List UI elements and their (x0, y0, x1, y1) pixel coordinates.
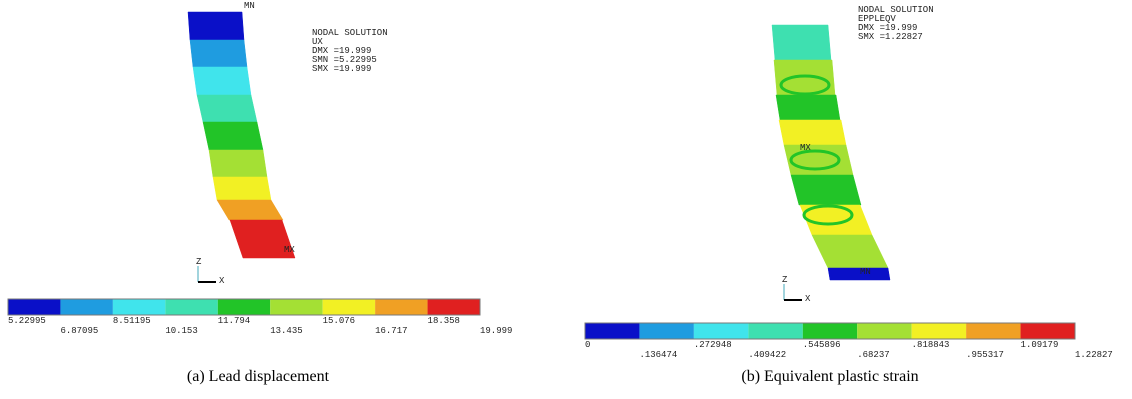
legend-label: 11.794 (218, 316, 250, 326)
legend-label: .545896 (803, 340, 841, 350)
legend-swatch (748, 323, 802, 339)
extreme-marker: MN (244, 1, 255, 11)
extreme-marker: MX (284, 245, 295, 255)
axis-label: Z (782, 275, 788, 285)
axis-label: X (805, 294, 811, 304)
contour-band (203, 122, 263, 150)
legend-label: 13.435 (270, 326, 302, 336)
contour-band (776, 95, 840, 120)
legend-label: .955317 (966, 350, 1004, 360)
contour-band (791, 175, 861, 205)
legend-label: .136474 (639, 350, 677, 360)
caption: (b) Equivalent plastic strain (741, 368, 918, 385)
contour-band (188, 12, 244, 40)
info-text: NODAL SOLUTION (312, 28, 388, 38)
legend-label: 6.87095 (60, 326, 98, 336)
legend-swatch (585, 323, 639, 339)
legend-label: .272948 (694, 340, 732, 350)
legend-label: 18.358 (428, 316, 460, 326)
legend-swatch (8, 299, 60, 315)
legend-label: 15.076 (323, 316, 355, 326)
legend-swatch (60, 299, 112, 315)
legend-label: .818843 (912, 340, 950, 350)
legend-label: 10.153 (165, 326, 197, 336)
legend-swatch (966, 323, 1020, 339)
contour-band (772, 25, 831, 60)
contour-band (217, 200, 283, 220)
legend-swatch (428, 299, 480, 315)
legend-label: 8.51195 (113, 316, 151, 326)
legend-label: 0 (585, 340, 590, 350)
legend-swatch (912, 323, 966, 339)
legend-swatch (1021, 323, 1075, 339)
extreme-marker: MN (860, 267, 871, 277)
contour-band (812, 235, 888, 268)
legend-swatch (323, 299, 375, 315)
legend-swatch (694, 323, 748, 339)
legend-swatch (803, 323, 857, 339)
legend-label: 19.999 (480, 326, 512, 336)
legend-swatch (270, 299, 322, 315)
axis-label: Z (196, 257, 202, 267)
legend-swatch (639, 323, 693, 339)
extreme-marker: MX (800, 143, 811, 153)
legend-swatch (218, 299, 270, 315)
contour-band (209, 150, 267, 177)
legend-swatch (375, 299, 427, 315)
figure: NODAL SOLUTIONUXDMX =19.999SMN =5.22995S… (0, 0, 1132, 399)
contour-band (779, 120, 846, 145)
info-text: SMX =1.22827 (858, 32, 923, 42)
caption: (a) Lead displacement (187, 368, 330, 385)
legend-label: 16.717 (375, 326, 407, 336)
legend-swatch (857, 323, 911, 339)
contour-band (828, 268, 890, 280)
legend-swatch (113, 299, 165, 315)
contour-band (213, 177, 271, 200)
legend-swatch (165, 299, 217, 315)
contour-band (190, 40, 247, 67)
contour-band (193, 67, 251, 95)
legend-label: 5.22995 (8, 316, 46, 326)
axis-label: X (219, 276, 225, 286)
contour-band (197, 95, 257, 122)
contour-band (784, 145, 853, 175)
legend-label: 1.22827 (1075, 350, 1113, 360)
legend-label: .409422 (748, 350, 786, 360)
info-text: SMX =19.999 (312, 64, 371, 74)
legend-label: .68237 (857, 350, 889, 360)
legend-label: 1.09179 (1021, 340, 1059, 350)
